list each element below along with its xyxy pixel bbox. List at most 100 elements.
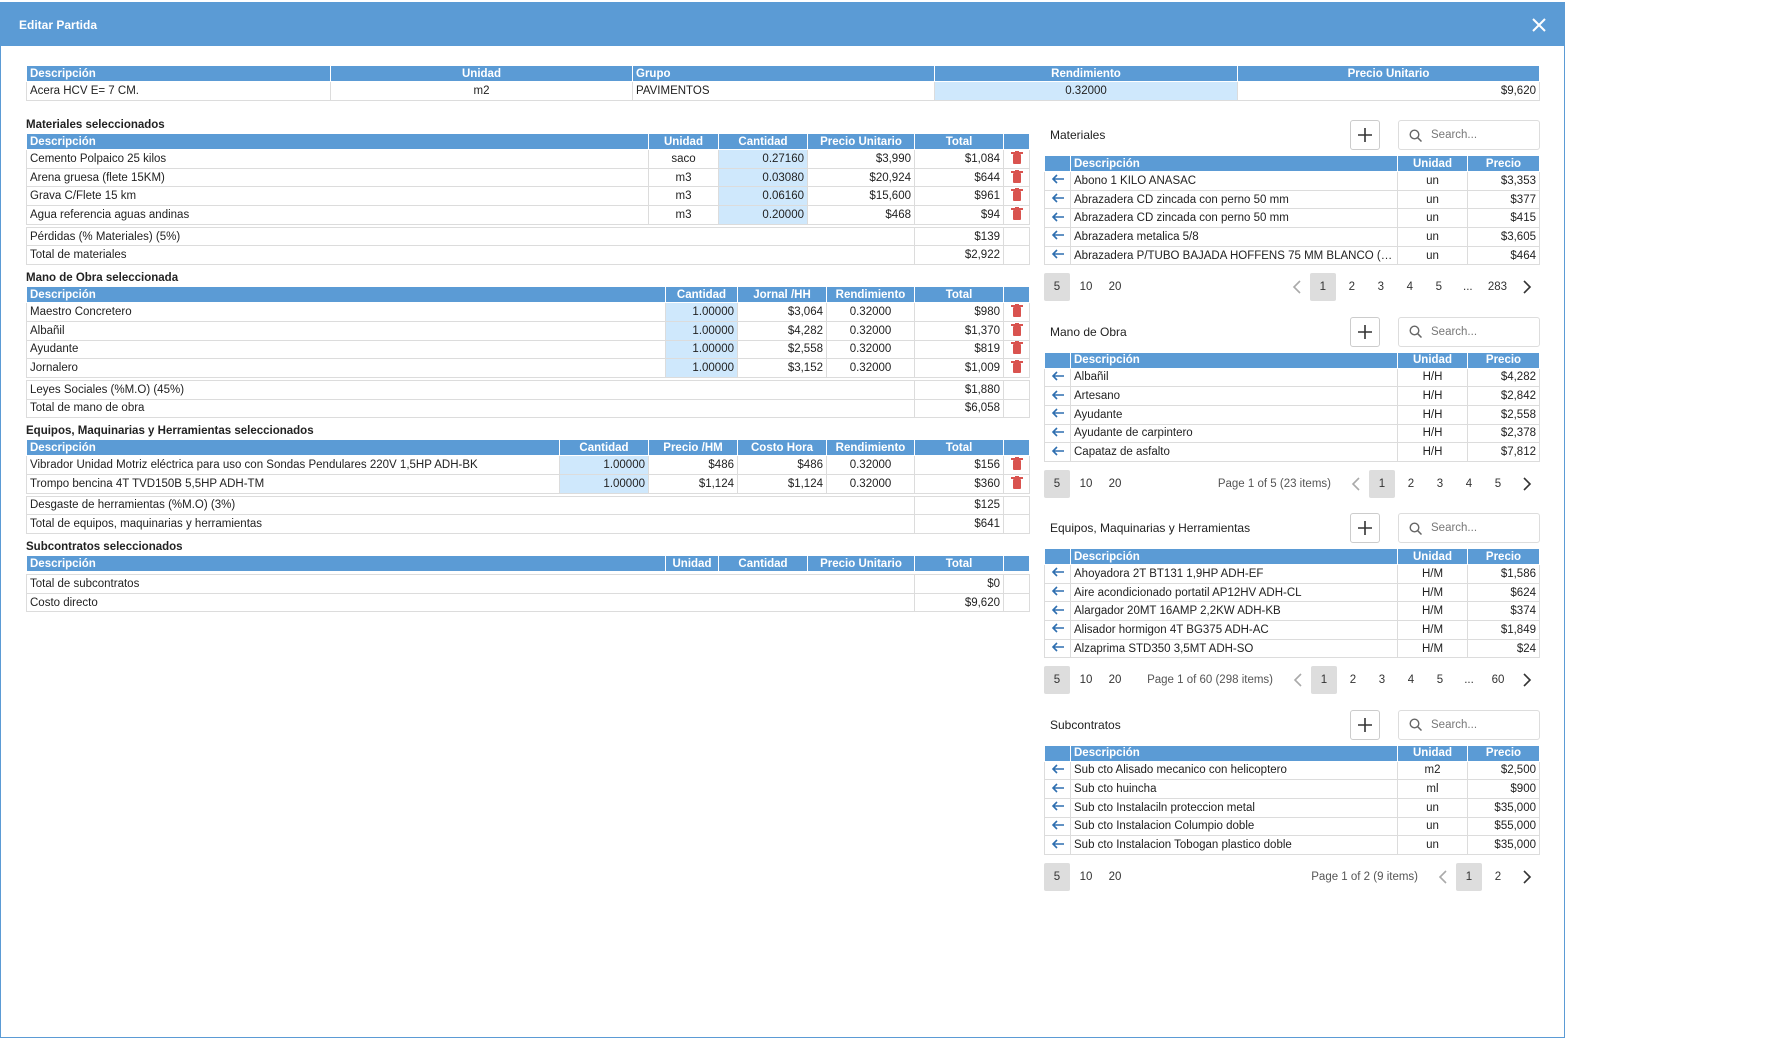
data-row[interactable]: Aire acondicionado portatil AP12HV ADH-C… (1044, 582, 1540, 603)
data-row[interactable]: Alzaprima STD350 3,5MT ADH-SO H/M $24 (1044, 638, 1540, 659)
delete-icon[interactable] (1010, 360, 1023, 374)
page-size[interactable]: 5 (1044, 469, 1070, 498)
prev-page[interactable] (1285, 666, 1311, 694)
delete-icon[interactable] (1010, 188, 1023, 202)
add-arrow[interactable] (1051, 174, 1065, 184)
delete-icon[interactable] (1010, 475, 1023, 489)
page-button[interactable]: 2 (1407, 477, 1415, 490)
add-arrow[interactable] (1051, 820, 1065, 830)
add-arrow[interactable] (1051, 839, 1065, 849)
add-arrow[interactable] (1051, 623, 1065, 633)
add-arrow[interactable] (1051, 446, 1065, 456)
delete-icon[interactable] (1010, 341, 1023, 355)
page-button[interactable]: 5 (1494, 477, 1502, 490)
page-button[interactable]: 3 (1436, 477, 1444, 490)
page-button[interactable]: 3 (1377, 281, 1385, 294)
data-row[interactable]: Sub cto Alisado mecanico con helicoptero… (1044, 760, 1540, 781)
page-button[interactable]: 5 (1435, 281, 1443, 294)
page-button[interactable]: 1 (1456, 862, 1482, 891)
page-size[interactable]: 5 (1044, 666, 1070, 695)
prev-page[interactable] (1430, 863, 1456, 891)
data-row[interactable]: Ayudante de carpintero H/H $2,378 (1044, 423, 1540, 444)
add-arrow[interactable] (1051, 193, 1065, 203)
data-row[interactable]: Abrazadera CD zincada con perno 50 mm un $… (1044, 208, 1540, 229)
page-size[interactable]: 10 (1079, 674, 1093, 687)
add-arrow[interactable] (1051, 642, 1065, 652)
add-button[interactable] (1350, 120, 1380, 150)
prev-page[interactable] (1284, 273, 1310, 301)
search-box[interactable]: Search... (1398, 513, 1540, 543)
add-arrow[interactable] (1051, 408, 1065, 418)
page-button[interactable]: 4 (1465, 477, 1473, 490)
prev-page[interactable] (1343, 470, 1369, 498)
add-arrow[interactable] (1051, 427, 1065, 437)
search-box[interactable]: Search... (1398, 316, 1540, 347)
data-row[interactable]: Sub cto Instalacion Columpio doble un $55,… (1044, 816, 1540, 837)
page-button[interactable]: 1 (1369, 469, 1395, 498)
close-button[interactable] (1531, 17, 1547, 33)
add-arrow[interactable] (1051, 782, 1065, 793)
data-row[interactable]: Albañil H/H $4,282 (1044, 367, 1540, 388)
page-button[interactable]: 4 (1407, 674, 1415, 687)
add-arrow[interactable] (1051, 801, 1065, 811)
add-button[interactable] (1350, 316, 1380, 347)
page-size[interactable]: 20 (1108, 477, 1122, 490)
data-row[interactable]: Capataz de asfalto H/H $7,812 (1044, 442, 1540, 462)
data-row[interactable]: Alargador 20MT 16AMP 2,2KW ADH-KB H/M $374 (1044, 601, 1540, 622)
page-button[interactable]: 283 (1487, 281, 1507, 294)
add-arrow[interactable] (1051, 605, 1065, 615)
delete-icon[interactable] (1010, 457, 1023, 471)
add-arrow[interactable] (1051, 212, 1065, 222)
data-row[interactable]: Sub cto Instalaciln proteccion metal un $3… (1044, 797, 1540, 818)
delete-icon[interactable] (1010, 322, 1023, 336)
page-size[interactable]: 10 (1079, 477, 1093, 490)
page-size[interactable]: 5 (1044, 862, 1070, 891)
next-page[interactable] (1514, 273, 1540, 301)
delete-icon[interactable] (1010, 206, 1023, 220)
page-size[interactable]: 10 (1079, 870, 1093, 883)
delete-icon[interactable] (1010, 169, 1023, 183)
add-button[interactable] (1350, 709, 1380, 740)
data-row[interactable]: Sub cto huincha ml $900 (1044, 779, 1540, 799)
add-arrow[interactable] (1051, 567, 1065, 577)
search-box[interactable]: Search... (1398, 709, 1540, 740)
page-size[interactable]: 20 (1108, 674, 1122, 687)
page-size[interactable]: 20 (1108, 281, 1122, 294)
data-row[interactable]: Abrazadera P/TUBO BAJADA HOFFENS 75 MM B… (1044, 245, 1540, 266)
data-row[interactable]: Artesano H/H $2,842 (1044, 386, 1540, 406)
next-page[interactable] (1514, 470, 1540, 498)
page-button[interactable]: 1 (1309, 273, 1336, 302)
add-arrow[interactable] (1051, 249, 1065, 259)
page-button[interactable]: ... (1463, 281, 1473, 294)
page-button[interactable]: 3 (1378, 674, 1386, 687)
add-arrow[interactable] (1051, 371, 1065, 381)
next-page[interactable] (1514, 666, 1540, 694)
page-button[interactable]: 4 (1406, 281, 1414, 294)
page-size[interactable]: 20 (1108, 870, 1122, 883)
page-size[interactable]: 5 (1044, 273, 1070, 302)
add-arrow[interactable] (1051, 230, 1065, 240)
data-row[interactable]: Abrazadera CD zincada con perno 50 mm un $… (1044, 189, 1540, 210)
page-button[interactable]: 2 (1349, 674, 1357, 687)
add-button[interactable] (1350, 513, 1380, 543)
search-box[interactable]: Search... (1398, 120, 1540, 150)
next-page[interactable] (1514, 863, 1540, 891)
page-button[interactable]: ... (1464, 674, 1474, 687)
add-arrow[interactable] (1051, 586, 1065, 596)
page-button[interactable]: 1 (1311, 666, 1337, 695)
delete-icon[interactable] (1010, 303, 1023, 317)
data-row[interactable]: Ahoyadora 2T BT131 1,9HP ADH-EF H/M $1,586 (1044, 564, 1540, 584)
data-row[interactable]: Sub cto Instalacion Tobogan plastico dob… (1044, 835, 1540, 855)
page-size[interactable]: 10 (1079, 281, 1093, 294)
add-arrow[interactable] (1051, 389, 1065, 400)
data-row[interactable]: Alisador hormigon 4T BG375 ADH-AC H/M $1,8… (1044, 620, 1540, 640)
add-arrow[interactable] (1051, 764, 1065, 774)
page-button[interactable]: 60 (1491, 674, 1505, 687)
delete-icon[interactable] (1010, 150, 1023, 164)
data-row[interactable]: Ayudante H/H $2,558 (1044, 404, 1540, 425)
page-button[interactable]: 2 (1348, 281, 1356, 294)
page-button[interactable]: 2 (1494, 870, 1502, 883)
data-row[interactable]: Abrazadera metalica 5/8 un $3,605 (1044, 227, 1540, 247)
page-button[interactable]: 5 (1436, 674, 1444, 687)
data-row[interactable]: Abono 1 KILO ANASAC un $3,353 (1044, 171, 1540, 191)
